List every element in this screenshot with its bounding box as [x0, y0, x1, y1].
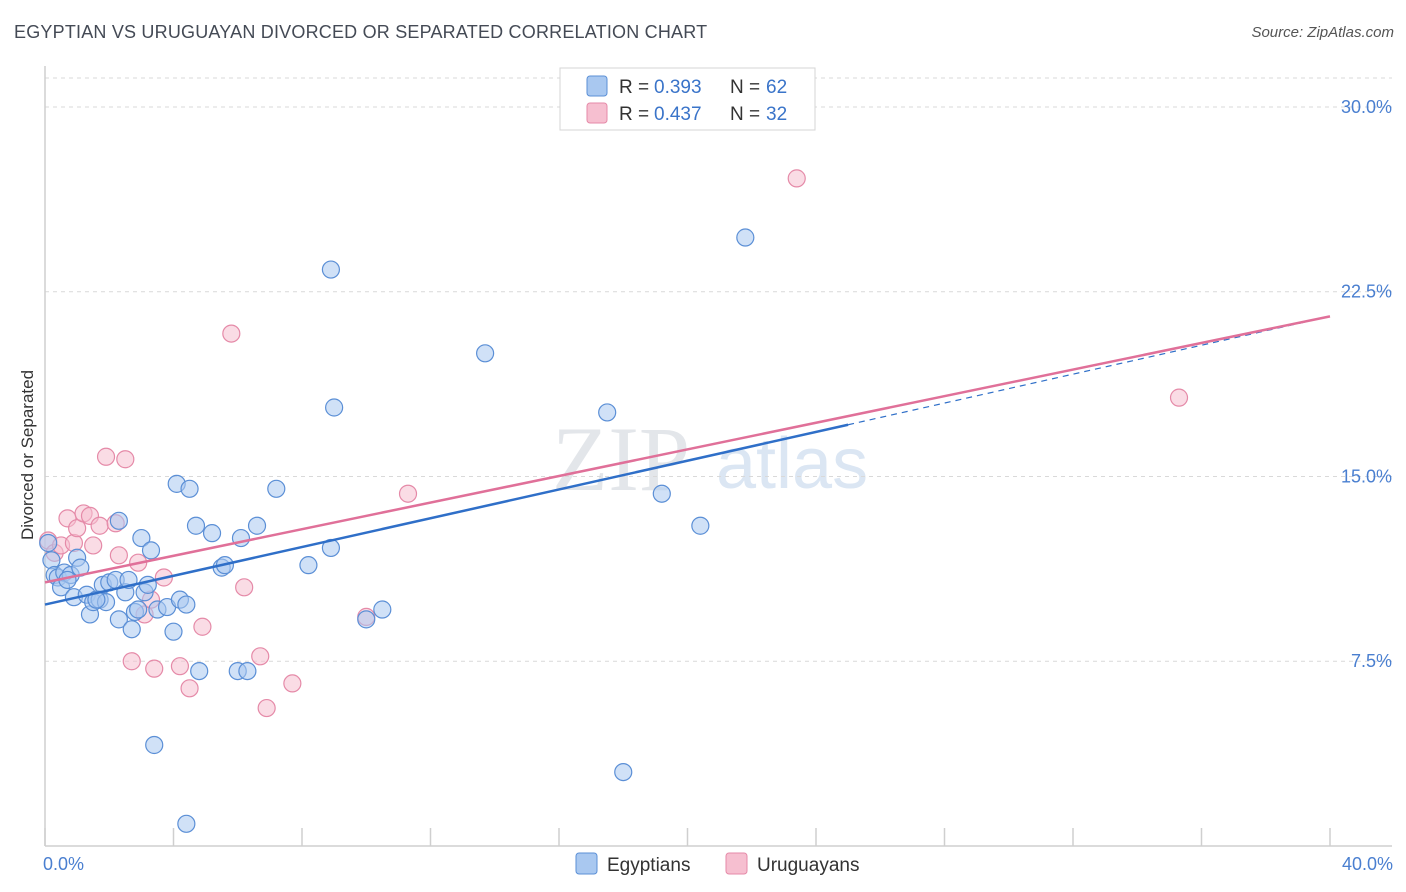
y-tick-label-30: 30.0%	[1341, 97, 1392, 117]
trend-uruguayans	[44, 315, 1331, 584]
x-tick-label-end: 40.0%	[1342, 854, 1393, 874]
point-uruguayans-30	[787, 169, 806, 188]
point-egyptians-59	[87, 590, 106, 609]
bottom-legend-swatch-egyptians	[575, 852, 598, 875]
point-uruguayans-14	[122, 652, 141, 671]
legend-r-value-egyptians: 0.393	[654, 77, 702, 98]
point-egyptians-18	[109, 610, 128, 629]
axes	[44, 66, 1392, 847]
trend-lines	[44, 315, 1331, 606]
point-egyptians-49	[357, 610, 376, 629]
point-egyptians-45	[299, 556, 318, 575]
point-egyptians-19	[109, 511, 128, 530]
point-egyptians-55	[736, 228, 755, 247]
point-egyptians-44	[267, 479, 286, 498]
point-egyptians-54	[691, 516, 710, 535]
bottom-legend: Egyptians Uruguayans	[575, 852, 859, 876]
point-uruguayans-23	[222, 324, 241, 343]
legend-n-value-egyptians: 62	[766, 77, 787, 98]
point-egyptians-52	[598, 403, 617, 422]
bottom-legend-uruguayans: Uruguayans	[757, 855, 859, 876]
point-egyptians-35	[186, 516, 206, 535]
point-uruguayans-21	[180, 679, 199, 698]
legend-r-label-uruguayans: R =	[619, 104, 649, 125]
point-egyptians-37	[202, 524, 222, 543]
legend-swatch-egyptians	[586, 75, 608, 97]
point-egyptians-30	[164, 622, 183, 641]
point-uruguayans-26	[257, 698, 276, 718]
y-tick-label-15: 15.0%	[1341, 466, 1392, 486]
legend-r-label-egyptians: R =	[619, 77, 649, 98]
point-uruguayans-10	[96, 447, 116, 466]
point-egyptians-33	[177, 595, 196, 614]
point-egyptians-34	[180, 479, 199, 498]
legend: R = 0.393 N = 62 R = 0.437 N = 32	[559, 67, 816, 131]
y-tick-label-7.5: 7.5%	[1351, 651, 1392, 671]
source-credit: Source: ZipAtlas.com	[1251, 24, 1394, 41]
point-egyptians-53	[652, 484, 671, 503]
point-uruguayans-31	[1169, 388, 1189, 407]
point-uruguayans-20	[170, 657, 190, 676]
point-egyptians-56	[145, 735, 164, 755]
point-egyptians-0	[39, 533, 58, 553]
trend-egyptians	[44, 423, 849, 606]
y-tick-label-22.5: 22.5%	[1341, 282, 1392, 302]
point-egyptians-46	[321, 260, 341, 279]
legend-n-label-egyptians: N =	[730, 77, 760, 98]
point-egyptians-51	[476, 344, 495, 363]
legend-n-label-uruguayans: N =	[730, 104, 760, 125]
tick-labels: 7.5% 15.0% 22.5% 30.0% 0.0% 40.0%	[43, 97, 1393, 874]
point-uruguayans-12	[109, 546, 128, 565]
legend-n-value-uruguayans: 32	[766, 104, 787, 125]
bottom-legend-egyptians: Egyptians	[607, 855, 690, 876]
point-egyptians-22	[122, 620, 141, 639]
chart-title: EGYPTIAN VS URUGUAYAN DIVORCED OR SEPARA…	[14, 22, 708, 42]
y-axis-label: Divorced or Separated	[18, 370, 37, 540]
x-tick-label-start: 0.0%	[43, 854, 84, 874]
point-egyptians-24	[132, 528, 151, 548]
point-uruguayans-8	[84, 536, 103, 555]
point-uruguayans-13	[116, 450, 135, 469]
point-uruguayans-22	[193, 617, 212, 636]
legend-r-value-uruguayans: 0.437	[654, 104, 702, 125]
point-egyptians-36	[190, 661, 209, 681]
legend-swatch-uruguayans	[586, 102, 608, 124]
series-egyptians	[39, 228, 755, 833]
point-egyptians-57	[177, 814, 196, 833]
point-egyptians-50	[373, 600, 392, 619]
point-egyptians-43	[247, 516, 267, 535]
bottom-legend-swatch-uruguayans	[725, 852, 748, 875]
point-uruguayans-29	[398, 484, 418, 503]
point-egyptians-1	[42, 551, 61, 570]
point-uruguayans-18	[145, 659, 164, 678]
watermark-atlas: atlas	[716, 424, 868, 504]
point-egyptians-61	[129, 600, 148, 619]
point-uruguayans-9	[90, 516, 109, 535]
point-uruguayans-25	[251, 647, 270, 666]
point-uruguayans-27	[283, 674, 302, 693]
point-egyptians-48	[325, 398, 344, 417]
trend-egyptians-extension	[847, 315, 1331, 426]
point-egyptians-27	[141, 541, 161, 560]
point-egyptians-58	[614, 762, 633, 782]
point-egyptians-26	[138, 575, 157, 594]
point-uruguayans-24	[235, 578, 254, 597]
gridlines	[45, 77, 1392, 662]
point-egyptians-42	[238, 661, 257, 681]
point-uruguayans-4	[64, 533, 84, 553]
